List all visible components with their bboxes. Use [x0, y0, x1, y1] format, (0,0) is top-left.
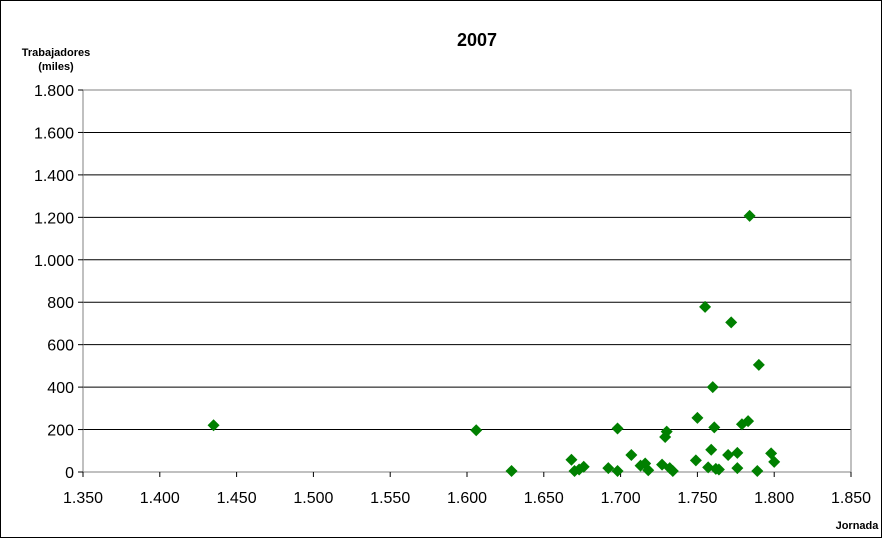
- plot-area: [82, 89, 852, 473]
- y-tick-label: 600: [47, 338, 74, 355]
- y-tick-label: 400: [47, 380, 74, 397]
- data-point: [689, 454, 702, 467]
- data-point: [752, 358, 765, 371]
- x-tick-label: 1.700: [601, 490, 641, 507]
- data-point: [470, 424, 483, 437]
- data-point: [642, 464, 655, 477]
- data-point: [505, 464, 518, 477]
- data-point: [699, 300, 712, 313]
- data-point: [660, 425, 673, 438]
- data-point: [705, 443, 718, 456]
- y-tick-label: 1.200: [34, 210, 74, 227]
- data-point: [611, 464, 624, 477]
- data-point: [768, 455, 781, 468]
- x-axis-ticks: 1.350 1.400 1.450 1.500 1.550 1.600 1.650 1.700…: [63, 472, 871, 507]
- y-tick-label: 200: [47, 423, 74, 440]
- data-point: [712, 463, 725, 476]
- data-points: [207, 209, 781, 477]
- chart-title: 2007: [457, 30, 497, 50]
- y-tick-label: 800: [47, 295, 74, 312]
- data-point: [611, 422, 624, 435]
- data-point: [565, 453, 578, 466]
- x-tick-label: 1.750: [677, 490, 717, 507]
- y-tick-label: 1.000: [34, 253, 74, 270]
- data-point: [743, 209, 756, 222]
- y-tick-label: 0: [65, 465, 74, 482]
- x-axis-label: Jornada: [836, 520, 880, 532]
- y-tick-label: 1.800: [34, 83, 74, 100]
- data-point: [731, 462, 744, 475]
- data-point: [751, 464, 764, 477]
- data-point: [702, 461, 715, 474]
- data-point: [725, 316, 738, 329]
- data-point: [722, 449, 735, 462]
- x-tick-label: 1.450: [217, 490, 257, 507]
- data-point: [731, 446, 744, 459]
- y-tick-label: 1.400: [34, 168, 74, 185]
- x-tick-label: 1.550: [370, 490, 410, 507]
- data-point: [602, 462, 615, 475]
- data-point: [625, 449, 638, 462]
- gridlines: [83, 89, 851, 431]
- y-axis-label-line2: (miles): [38, 61, 74, 73]
- data-point: [708, 421, 721, 434]
- x-tick-label: 1.600: [447, 490, 487, 507]
- x-tick-label: 1.800: [754, 490, 794, 507]
- data-point: [577, 460, 590, 473]
- data-point: [706, 381, 719, 394]
- x-tick-label: 1.500: [293, 490, 333, 507]
- x-tick-label: 1.850: [831, 490, 871, 507]
- x-tick-label: 1.650: [524, 490, 564, 507]
- y-tick-label: 1.600: [34, 125, 74, 142]
- x-tick-label: 1.400: [140, 490, 180, 507]
- x-tick-label: 1.350: [63, 490, 103, 507]
- data-point: [207, 419, 220, 432]
- y-axis-label-line1: Trabajadores: [22, 47, 90, 59]
- data-point: [666, 464, 679, 477]
- data-point: [742, 415, 755, 428]
- y-axis-ticks: 0 200 400 600 800 1.000 1.200 1.400 1.600 1.800: [34, 83, 83, 482]
- data-point: [691, 411, 704, 424]
